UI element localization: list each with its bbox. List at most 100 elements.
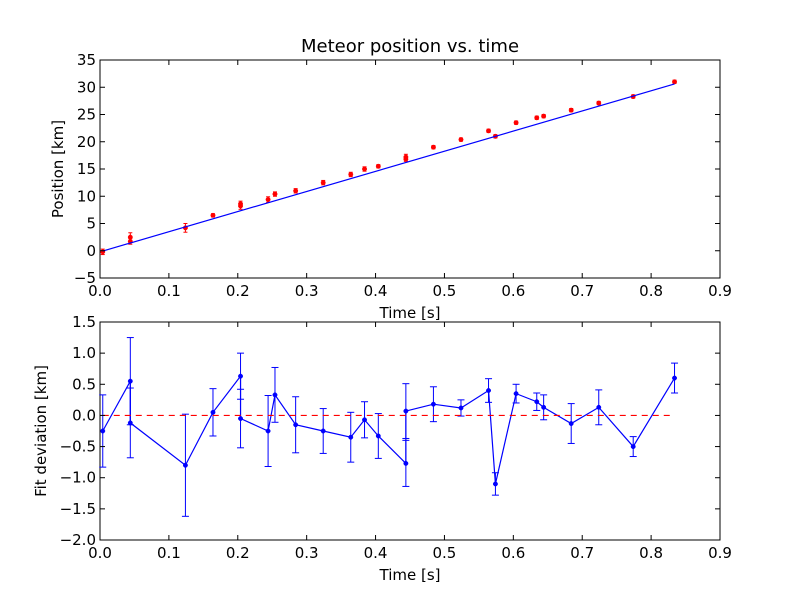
deviation-point-marker <box>127 378 133 384</box>
position-x-tick-label: 0.8 <box>639 282 663 300</box>
deviation-point-marker <box>596 404 602 410</box>
deviation-point-marker <box>265 428 271 434</box>
position-data-point <box>534 115 540 121</box>
position-point-marker <box>272 191 278 197</box>
position-point-marker <box>568 107 574 113</box>
deviation-data-point <box>271 366 279 423</box>
deviation-point-marker <box>293 422 299 428</box>
deviation-point-marker <box>403 408 409 414</box>
position-data-point <box>348 171 354 178</box>
position-data-point <box>568 107 574 113</box>
position-data-point <box>596 100 602 106</box>
position-data-point <box>210 212 216 218</box>
position-data-point <box>541 113 547 119</box>
position-x-tick-label: 0.4 <box>364 282 388 300</box>
position-data-point <box>272 191 278 197</box>
deviation-point-marker <box>362 417 367 423</box>
position-fit-line <box>102 83 675 252</box>
position-point-marker <box>362 166 367 172</box>
deviation-chart: 0.0 0.1 0.2 0.3 0.4 0.5 0.6 0.7 0.8 0.9 −2.0 −1.5 −1… <box>32 313 732 584</box>
deviation-y-tick-label: 1.5 <box>72 313 96 331</box>
deviation-chart-x-axis-label: Time [s] <box>379 566 441 584</box>
position-x-tick-label: 0.0 <box>88 282 112 300</box>
deviation-chart-plot-area <box>99 321 721 541</box>
position-point-marker <box>403 156 409 162</box>
position-chart-ticks: 0.0 0.1 0.2 0.3 0.4 0.5 0.6 0.7 0.8 0.9 −5 0 5 10 15 20… <box>74 51 732 300</box>
deviation-x-tick-label: 0.4 <box>364 544 388 562</box>
position-point-marker <box>320 180 326 186</box>
deviation-data-point <box>126 387 134 459</box>
position-x-tick-label: 0.6 <box>501 282 525 300</box>
deviation-y-tick-label: −1.5 <box>60 500 96 518</box>
deviation-chart-y-axis-label: Fit deviation [km] <box>32 365 50 497</box>
position-data-point <box>486 128 491 134</box>
deviation-chart-ticks: 0.0 0.1 0.2 0.3 0.4 0.5 0.6 0.7 0.8 0.9 −2.0 −1.5 −1… <box>60 313 732 562</box>
position-y-tick-label: 35 <box>77 51 96 69</box>
position-x-tick-label: 0.2 <box>226 282 250 300</box>
deviation-point-marker <box>492 481 498 487</box>
position-chart-y-axis-label: Position [km] <box>49 120 67 218</box>
position-point-marker <box>375 163 381 169</box>
position-x-tick-label: 0.1 <box>157 282 181 300</box>
deviation-point-marker <box>630 444 636 450</box>
position-x-tick-label: 0.9 <box>708 282 732 300</box>
position-y-tick-label: 30 <box>77 78 96 96</box>
deviation-data-point <box>319 408 327 454</box>
deviation-point-marker <box>534 399 540 405</box>
deviation-data-point <box>99 394 107 468</box>
deviation-y-tick-label: 0.5 <box>72 375 96 393</box>
deviation-data-point <box>374 413 382 459</box>
deviation-point-marker <box>403 460 409 466</box>
position-data-point <box>672 79 677 85</box>
position-point-marker <box>265 197 271 202</box>
deviation-data-point <box>457 399 465 417</box>
deviation-point-marker <box>210 409 216 415</box>
position-point-marker <box>534 115 540 121</box>
position-point-marker <box>348 172 354 177</box>
deviation-data-point <box>347 411 355 463</box>
position-x-tick-label: 0.7 <box>570 282 594 300</box>
position-y-tick-label: 20 <box>77 133 96 151</box>
deviation-point-marker <box>272 392 278 398</box>
position-chart-title: Meteor position vs. time <box>301 36 519 57</box>
deviation-point-marker <box>568 421 574 426</box>
deviation-x-tick-label: 0.0 <box>88 544 112 562</box>
deviation-point-marker <box>238 373 243 379</box>
deviation-x-tick-label: 0.7 <box>570 544 594 562</box>
deviation-y-tick-label: 0.0 <box>72 406 96 424</box>
position-data-point <box>362 166 367 172</box>
deviation-data-point <box>629 436 637 458</box>
deviation-data-point <box>292 396 300 454</box>
deviation-data-point <box>485 378 493 403</box>
deviation-point-marker <box>513 391 519 397</box>
deviation-x-tick-label: 0.1 <box>157 544 181 562</box>
deviation-data-point <box>181 413 189 517</box>
position-point-marker <box>596 100 602 106</box>
position-x-tick-label: 0.5 <box>433 282 457 300</box>
deviation-point-marker <box>320 428 326 434</box>
deviation-data-point <box>671 362 679 394</box>
position-chart-x-axis-label: Time [s] <box>379 304 441 322</box>
position-y-tick-label: 5 <box>86 215 96 233</box>
deviation-data-point <box>402 383 410 439</box>
deviation-x-tick-label: 0.5 <box>433 544 457 562</box>
deviation-point-marker <box>182 462 188 468</box>
position-point-marker <box>238 203 243 209</box>
position-y-tick-label: 15 <box>77 160 96 178</box>
position-data-point <box>458 137 464 143</box>
position-point-marker <box>672 79 677 85</box>
deviation-y-tick-label: −2.0 <box>60 531 96 549</box>
position-data-point <box>430 144 436 150</box>
deviation-data-point <box>402 439 410 487</box>
deviation-point-marker <box>430 401 436 407</box>
deviation-point-marker <box>672 375 677 381</box>
deviation-data-point <box>237 388 245 449</box>
position-data-point <box>127 238 133 245</box>
position-data-point <box>375 163 381 169</box>
deviation-data-point <box>264 394 272 468</box>
position-point-marker <box>210 212 216 218</box>
deviation-point-marker <box>127 420 133 426</box>
position-chart-plot-area <box>99 59 721 279</box>
position-y-tick-label: 25 <box>77 106 96 124</box>
deviation-data-point <box>491 472 499 496</box>
